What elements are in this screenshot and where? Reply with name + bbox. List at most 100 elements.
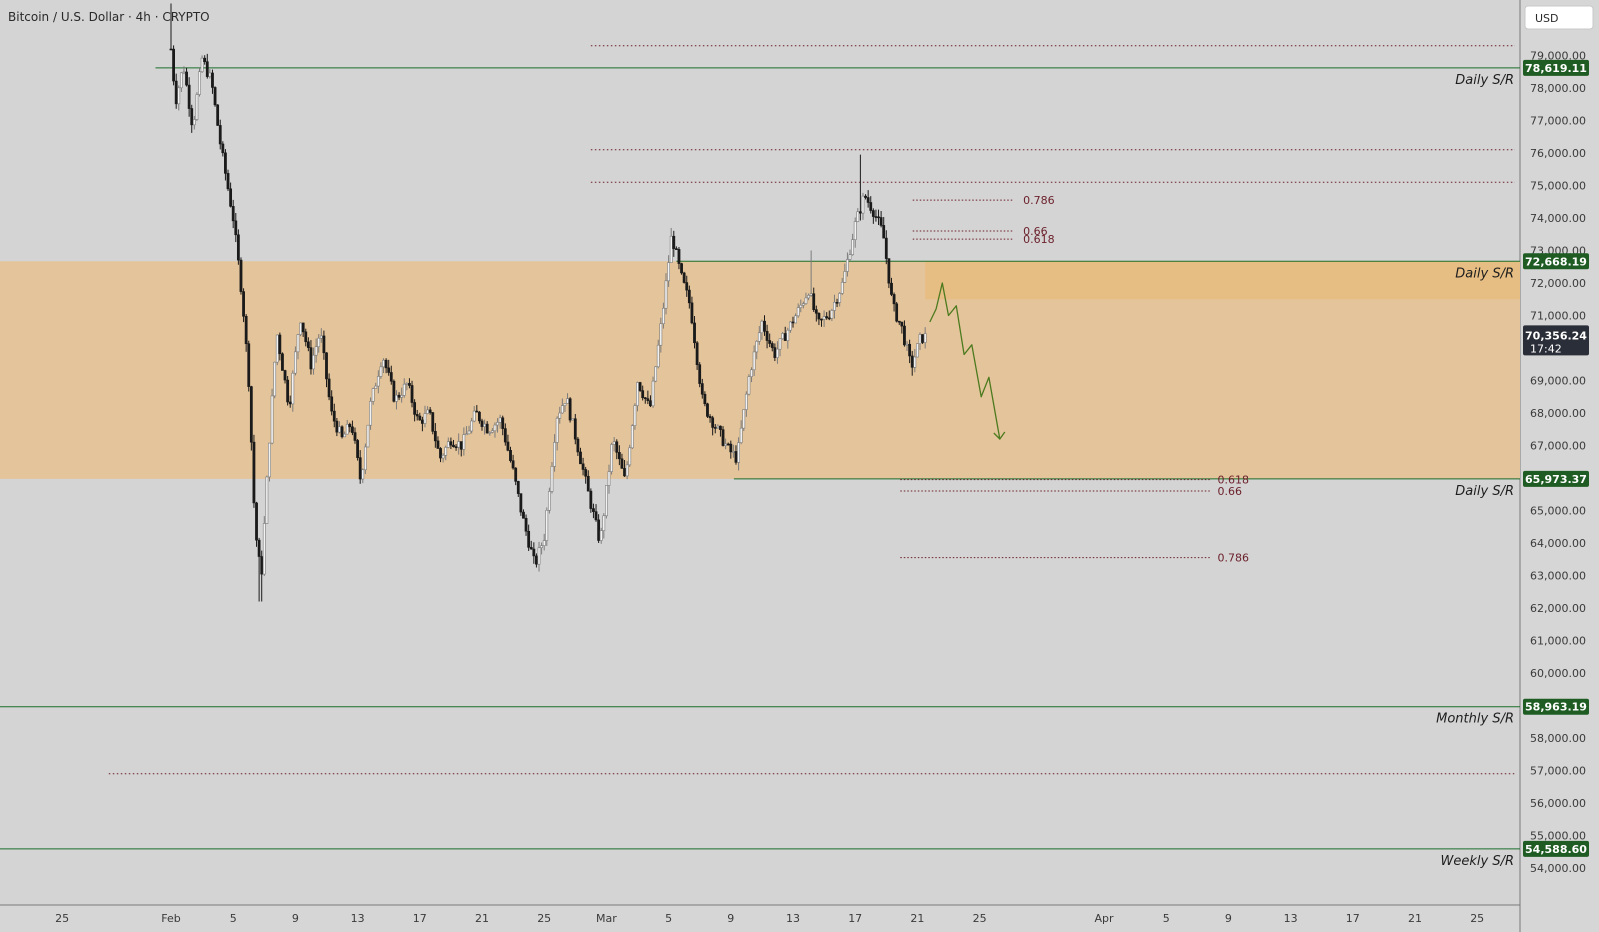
candle-body — [877, 216, 880, 219]
candle-body — [915, 343, 919, 358]
sr-price-tag-label: 54,588.60 — [1525, 843, 1587, 856]
candle-body — [820, 318, 823, 321]
y-tick-label: 57,000.00 — [1530, 765, 1586, 778]
candle-body — [809, 293, 813, 296]
candle-body — [625, 464, 629, 477]
x-tick-label: 9 — [1225, 912, 1232, 925]
currency-button-label: USD — [1535, 12, 1559, 25]
candle-body — [623, 468, 626, 477]
candle-body — [791, 321, 795, 324]
candle-body — [327, 378, 331, 398]
x-tick-label: 17 — [413, 912, 427, 925]
candle-body — [522, 511, 525, 519]
candle-body — [527, 530, 531, 548]
candle-body — [667, 262, 671, 282]
candle-body — [581, 463, 585, 470]
candle-body — [255, 502, 258, 541]
y-tick-label: 67,000.00 — [1530, 440, 1586, 453]
candle-body — [325, 352, 328, 380]
candle-body — [866, 197, 870, 203]
candle-body — [908, 343, 912, 357]
candle-body — [744, 393, 748, 410]
y-tick-label: 61,000.00 — [1530, 635, 1586, 648]
x-tick-label: 25 — [55, 912, 69, 925]
candle-body — [923, 333, 927, 343]
candle-body — [319, 335, 323, 339]
y-tick-label: 77,000.00 — [1530, 115, 1586, 128]
x-tick-label: 9 — [292, 912, 299, 925]
candle-body — [700, 383, 704, 395]
candle-body — [651, 380, 655, 407]
y-tick-label: 64,000.00 — [1530, 537, 1586, 550]
candle-body — [441, 454, 445, 459]
y-tick-label: 74,000.00 — [1530, 212, 1586, 225]
candle-body — [669, 235, 673, 263]
candle-body — [594, 511, 598, 521]
candle-body — [649, 400, 652, 407]
candle-body — [757, 332, 761, 342]
y-tick-label: 71,000.00 — [1530, 310, 1586, 323]
candle-body — [211, 72, 214, 88]
candle-body — [584, 469, 588, 477]
candle-body — [781, 333, 785, 340]
candle-body — [236, 234, 240, 261]
candle-body — [413, 402, 417, 415]
sr-price-tag — [1523, 59, 1589, 76]
fib-level-label: 0.66 — [1023, 225, 1048, 238]
candle-body — [216, 104, 220, 126]
candle-body — [750, 369, 753, 377]
forecast-path[interactable] — [929, 282, 1001, 440]
candle-body — [804, 297, 808, 304]
candle-body — [338, 426, 341, 433]
currency-button[interactable]: USD — [1524, 5, 1594, 30]
fib-level-label: 0.66 — [1218, 485, 1243, 498]
candle-body — [656, 344, 660, 368]
x-tick-label: 21 — [475, 912, 489, 925]
y-tick-label: 79,000.00 — [1530, 50, 1586, 63]
candle-body — [568, 398, 572, 421]
candle-body — [397, 394, 401, 398]
candle-body — [817, 312, 821, 320]
candle-body — [306, 341, 310, 348]
candle-body — [369, 401, 372, 426]
y-tick-label: 54,000.00 — [1530, 862, 1586, 875]
candle-body — [389, 372, 393, 382]
candle-body — [879, 217, 883, 226]
candle-body — [770, 343, 774, 348]
candle-body — [861, 195, 865, 214]
candle-body — [615, 441, 619, 453]
candle-body — [869, 202, 873, 211]
candle-body — [218, 125, 222, 145]
candle-body — [322, 335, 326, 354]
candle-body — [814, 309, 818, 314]
candle-body — [763, 320, 766, 332]
candle-body — [426, 409, 429, 414]
candle-body — [498, 417, 502, 423]
x-tick-label: 21 — [1408, 912, 1422, 925]
candle-body — [724, 443, 728, 446]
candle-body — [884, 237, 888, 259]
candle-body — [597, 519, 601, 541]
candle-body — [392, 380, 396, 402]
y-tick-label: 60,000.00 — [1530, 667, 1586, 680]
x-tick-label: 5 — [230, 912, 237, 925]
candle-body — [252, 441, 256, 504]
candle-body — [472, 410, 476, 422]
candle-body — [776, 348, 779, 358]
candle-body — [693, 322, 696, 344]
candle-body — [239, 259, 243, 292]
candle-body — [169, 48, 173, 51]
candle-body — [783, 333, 787, 341]
x-tick-label: 25 — [537, 912, 551, 925]
candle-body — [553, 442, 556, 467]
candle-body — [672, 235, 676, 249]
candle-body — [301, 322, 305, 333]
candle-body — [516, 481, 520, 494]
zone-upper-band — [925, 261, 1520, 300]
candle-body — [558, 412, 562, 419]
candle-body — [537, 547, 541, 565]
candle-body — [532, 548, 536, 557]
sr-level-name: Daily S/R — [1455, 266, 1514, 281]
candle-body — [195, 94, 199, 120]
